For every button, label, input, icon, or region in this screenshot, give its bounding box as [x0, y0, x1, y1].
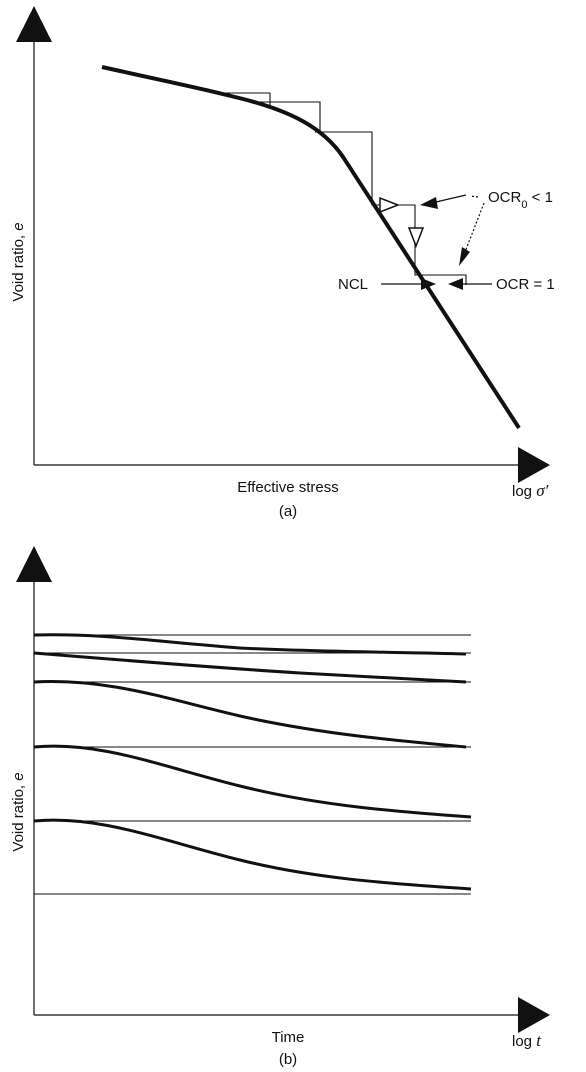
- time-curve-4: [33, 744, 472, 819]
- panel-b-y-axis-arrow: [16, 546, 52, 582]
- label-ocr0: OCR0 < 1: [488, 189, 553, 211]
- panel-b-y-axis-label: Void ratio, e: [10, 772, 27, 851]
- loading-staircase: [222, 92, 467, 285]
- ocr1-arrowhead: [448, 278, 463, 290]
- panel-b-caption: (b): [279, 1051, 297, 1068]
- panel-b-log-label: log t: [512, 1031, 542, 1050]
- ocr0-leader-arrow: [435, 194, 467, 203]
- panel-a: OCR0 < 1 NCL OCR = 1 Void ratio, e Effec…: [10, 6, 555, 520]
- panel-b-x-axis-label: Time: [272, 1029, 305, 1046]
- label-ncl: NCL: [338, 276, 368, 293]
- time-curve-5: [33, 818, 472, 891]
- ncl-arrowhead: [421, 278, 436, 290]
- ocr0-dotted-leader-2: [464, 202, 485, 253]
- ocr0-dotted-leader-1: [469, 195, 479, 198]
- label-ocr1: OCR = 1: [496, 276, 555, 293]
- panel-a-x-axis-label: Effective stress: [237, 479, 338, 496]
- panel-b: Void ratio, e Time (b) log t: [10, 546, 550, 1068]
- step-arrow-horizontal: [379, 196, 401, 214]
- ocr0-leader-arrowhead-2: [459, 247, 470, 266]
- panel-a-y-axis-label: Void ratio, e: [10, 222, 27, 301]
- panel-a-y-axis-arrow: [16, 6, 52, 42]
- time-curve-3: [33, 680, 467, 749]
- panel-a-log-label: log σ′: [512, 481, 549, 500]
- panel-b-x-axis-arrow: [518, 997, 550, 1033]
- time-curve-2: [33, 651, 467, 684]
- compression-curve: [101, 65, 521, 430]
- step-arrow-vertical: [407, 227, 425, 249]
- panel-a-caption: (a): [279, 503, 297, 520]
- ocr0-leader-arrowhead: [420, 197, 438, 209]
- time-curve-1: [33, 633, 467, 656]
- panel-a-x-axis-arrow: [518, 447, 550, 483]
